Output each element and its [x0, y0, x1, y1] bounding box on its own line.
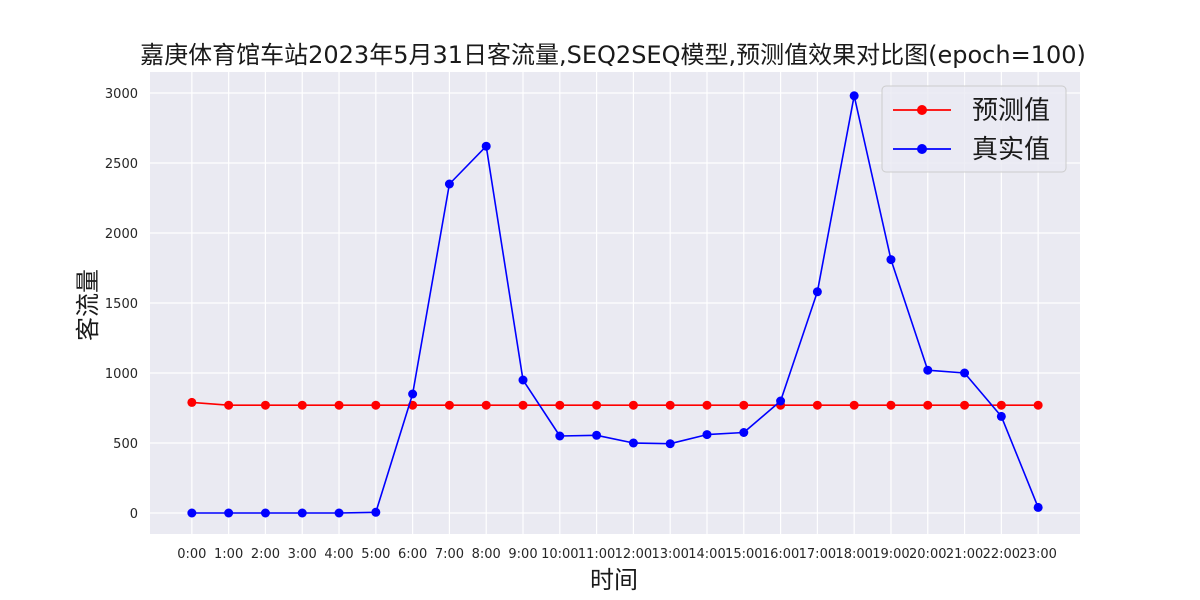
x-tick-label: 17:00	[799, 547, 836, 562]
data-point	[702, 400, 712, 410]
data-point	[628, 438, 638, 448]
y-tick-label: 0	[130, 507, 138, 522]
data-point	[444, 179, 454, 189]
data-point	[849, 91, 859, 101]
data-point	[776, 396, 786, 406]
data-point	[444, 400, 454, 410]
x-tick-label: 0:00	[177, 547, 206, 562]
data-point	[996, 400, 1006, 410]
data-point	[628, 400, 638, 410]
x-tick-label: 3:00	[288, 547, 317, 562]
data-point	[1033, 400, 1043, 410]
x-tick-label: 19:00	[872, 547, 909, 562]
data-point	[260, 508, 270, 518]
legend-label: 真实值	[972, 135, 1050, 165]
data-point	[224, 400, 234, 410]
y-axis-label: 客流量	[74, 269, 102, 341]
x-tick-label: 15:00	[725, 547, 762, 562]
y-tick-label: 2500	[105, 157, 138, 172]
x-axis-label: 时间	[590, 566, 638, 594]
x-tick-label: 10:00	[541, 547, 578, 562]
data-point	[334, 508, 344, 518]
data-point	[702, 430, 712, 440]
data-point	[187, 508, 197, 518]
data-point	[739, 400, 749, 410]
data-point	[996, 411, 1006, 421]
x-tick-label: 2:00	[251, 547, 280, 562]
x-tick-label: 13:00	[651, 547, 688, 562]
data-point	[592, 430, 602, 440]
data-point	[960, 368, 970, 378]
data-point	[555, 431, 565, 441]
series-predicted	[187, 397, 1043, 410]
series-layer	[187, 91, 1043, 518]
series-line	[191, 95, 1039, 514]
x-tick-label: 11:00	[578, 547, 615, 562]
x-tick-label: 1:00	[214, 547, 243, 562]
data-point	[224, 508, 234, 518]
data-point	[297, 400, 307, 410]
legend-marker	[917, 105, 927, 115]
x-tick-label: 21:00	[946, 547, 983, 562]
data-point	[886, 255, 896, 265]
y-tick-label: 3000	[105, 87, 138, 102]
y-tick-label: 500	[113, 437, 138, 452]
data-point	[812, 287, 822, 297]
data-point	[297, 508, 307, 518]
data-point	[518, 375, 528, 385]
data-point	[923, 400, 933, 410]
x-tick-label: 5:00	[361, 547, 390, 562]
data-point	[371, 507, 381, 517]
data-point	[960, 400, 970, 410]
data-point	[481, 141, 491, 151]
data-point	[1033, 502, 1043, 512]
x-tick-label: 22:00	[983, 547, 1020, 562]
data-point	[555, 400, 565, 410]
data-point	[665, 400, 675, 410]
data-point	[518, 400, 528, 410]
chart-title: 嘉庚体育馆车站2023年5月31日客流量,SEQ2SEQ模型,预测值效果对比图(…	[140, 41, 1086, 69]
data-point	[812, 400, 822, 410]
x-tick-label: 20:00	[909, 547, 946, 562]
data-point	[408, 389, 418, 399]
series-actual	[187, 91, 1043, 518]
tick-labels: 0 500 1000 1500 2000 2500 3000 0:00 1:00 2:00 3:00…	[105, 87, 1057, 562]
x-tick-label: 7:00	[435, 547, 464, 562]
x-tick-label: 4:00	[324, 547, 353, 562]
x-tick-label: 9:00	[508, 547, 537, 562]
x-tick-label: 16:00	[762, 547, 799, 562]
data-point	[886, 400, 896, 410]
y-tick-label: 1500	[105, 297, 138, 312]
legend-label: 预测值	[972, 96, 1050, 126]
x-tick-label: 8:00	[472, 547, 501, 562]
data-point	[260, 400, 270, 410]
y-tick-label: 2000	[105, 227, 138, 242]
series-line	[191, 401, 1039, 407]
data-point	[481, 400, 491, 410]
x-tick-label: 14:00	[688, 547, 725, 562]
x-tick-label: 6:00	[398, 547, 427, 562]
data-point	[923, 365, 933, 375]
legend-box	[881, 85, 1067, 173]
data-point	[739, 428, 749, 437]
data-point	[187, 397, 197, 407]
data-point	[665, 439, 675, 449]
x-tick-label: 18:00	[835, 547, 872, 562]
x-tick-label: 23:00	[1019, 547, 1056, 562]
y-tick-label: 1000	[105, 367, 138, 382]
data-point	[334, 400, 344, 410]
data-point	[371, 400, 381, 410]
data-point	[849, 400, 859, 410]
grid	[150, 72, 1080, 534]
data-point	[592, 400, 602, 410]
x-tick-label: 12:00	[615, 547, 652, 562]
legend-marker	[917, 144, 927, 154]
